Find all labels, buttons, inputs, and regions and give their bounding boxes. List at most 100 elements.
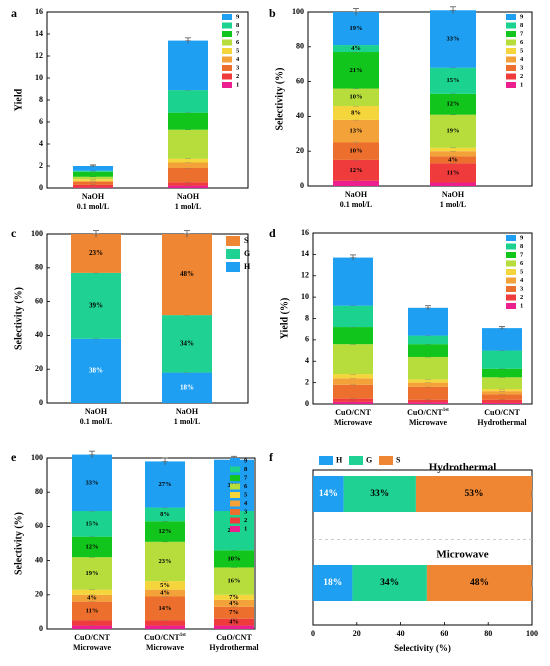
bar-segment-5 [333, 374, 373, 379]
legend-label: 6 [520, 39, 524, 46]
data-label: 53% [464, 489, 483, 499]
x-tick-label: 20 [353, 629, 361, 638]
y-tick-label: 12 [35, 51, 43, 60]
x-category-sublabel: 1 mol/L [175, 202, 201, 211]
legend-swatch-5 [506, 48, 516, 54]
bar-segment-1 [408, 402, 448, 404]
data-label: 33% [86, 479, 99, 486]
y-tick-label: 60 [296, 76, 304, 85]
legend-swatch-6 [506, 39, 516, 46]
y-tick-label: 16 [301, 228, 309, 237]
y-tick-label: 40 [296, 111, 304, 120]
bar-segment-7 [73, 171, 113, 177]
legend-swatch-7 [230, 475, 240, 481]
bar-segment-8 [72, 511, 112, 537]
legend-swatch-2 [230, 517, 240, 524]
legend-label: 1 [236, 81, 239, 88]
bar-segment-3 [482, 394, 522, 400]
bar-segment-3 [408, 386, 448, 400]
legend-swatch-4 [222, 56, 232, 63]
bar-segment-2 [430, 163, 476, 183]
bar-segment-9 [408, 307, 448, 336]
legend-label: 1 [520, 302, 523, 309]
bar-segment-7 [482, 368, 522, 378]
bar-segment-1 [214, 625, 254, 629]
y-tick-label: 80 [35, 487, 43, 496]
bar-segment-4 [430, 151, 476, 157]
x-category-sublabel: Microwave [334, 418, 373, 427]
y-tick-label: 0 [305, 399, 309, 408]
plot-frame [46, 11, 249, 189]
data-label: 10% [350, 94, 363, 101]
y-axis-label: Yield [13, 88, 24, 111]
legend-label: 9 [520, 13, 524, 20]
bar-segment-3 [168, 167, 208, 183]
bar-segment-7 [430, 93, 476, 115]
data-label: 23% [159, 558, 172, 565]
bar-segment-8 [333, 45, 379, 53]
bar-segment-H [162, 372, 212, 403]
data-label: 19% [86, 570, 99, 577]
legend-label: 6 [520, 260, 524, 267]
bar-segment-2 [168, 182, 208, 186]
legend-label: 9 [520, 234, 524, 241]
data-label: 10% [228, 555, 241, 562]
bar-segment-4 [333, 119, 379, 143]
legend-swatch-4 [506, 277, 516, 284]
data-label: 13% [350, 128, 363, 135]
legend-swatch-6 [222, 39, 232, 46]
x-category-sublabel: 0.1 mol/L [80, 417, 112, 426]
y-tick-label: 10 [301, 292, 309, 301]
bar-segment-9 [73, 166, 113, 171]
bar-segment-3 [73, 181, 113, 185]
y-tick-label: 40 [35, 330, 43, 339]
bar-segment-2 [145, 620, 185, 626]
y-tick-label: 10 [35, 73, 43, 82]
legend-swatch-7 [222, 31, 232, 37]
bar-segment-S [71, 234, 121, 273]
bar-segment-6 [333, 344, 373, 375]
bar-segment-4 [408, 382, 448, 387]
bar-segment-1 [168, 185, 208, 188]
bar-segment-5 [482, 389, 522, 392]
x-category-label: CuO/CNT [484, 408, 520, 417]
x-category-label: NaOH [176, 407, 199, 416]
bar-segment-G [71, 272, 121, 339]
x-category-label: CuO/CNT1st [407, 408, 449, 417]
bar-segment-5 [145, 581, 185, 590]
legend-swatch-S [379, 456, 393, 465]
legend-swatch-9 [506, 235, 516, 241]
bar-segment-1 [333, 180, 379, 186]
x-category-label: CuO/CNT [74, 633, 110, 642]
legend-label: 8 [520, 22, 524, 29]
legend-swatch-9 [230, 458, 240, 464]
legend-label: 2 [520, 73, 523, 80]
y-tick-label: 6 [39, 117, 43, 126]
legend-label: 9 [236, 13, 240, 20]
bar-segment-4 [482, 391, 522, 395]
bar-segment-H [313, 565, 353, 601]
bar-segment-8 [482, 350, 522, 369]
category-title: Microwave [436, 549, 488, 561]
y-tick-label: 4 [39, 139, 43, 148]
legend-label: 7 [520, 251, 524, 258]
legend-label: 7 [244, 474, 248, 481]
bar-segment-2 [333, 398, 373, 402]
y-axis-label: Selectivity (%) [13, 287, 24, 350]
bar-segment-G [352, 565, 427, 601]
bar-segment-3 [214, 606, 254, 619]
data-label: 34% [380, 578, 399, 588]
legend-label: H [336, 455, 343, 464]
bar-segment-4 [72, 594, 112, 602]
x-category-label: CuO/CNT [335, 408, 371, 417]
bar-segment-9 [168, 40, 208, 91]
data-label: 14% [319, 489, 338, 499]
legend-label: 5 [520, 268, 524, 275]
data-label: 39% [89, 301, 103, 309]
data-label: 10% [350, 148, 363, 155]
panel-label-f: f [269, 450, 274, 464]
bar-segment-3 [72, 601, 112, 621]
data-label: 11% [447, 169, 460, 176]
